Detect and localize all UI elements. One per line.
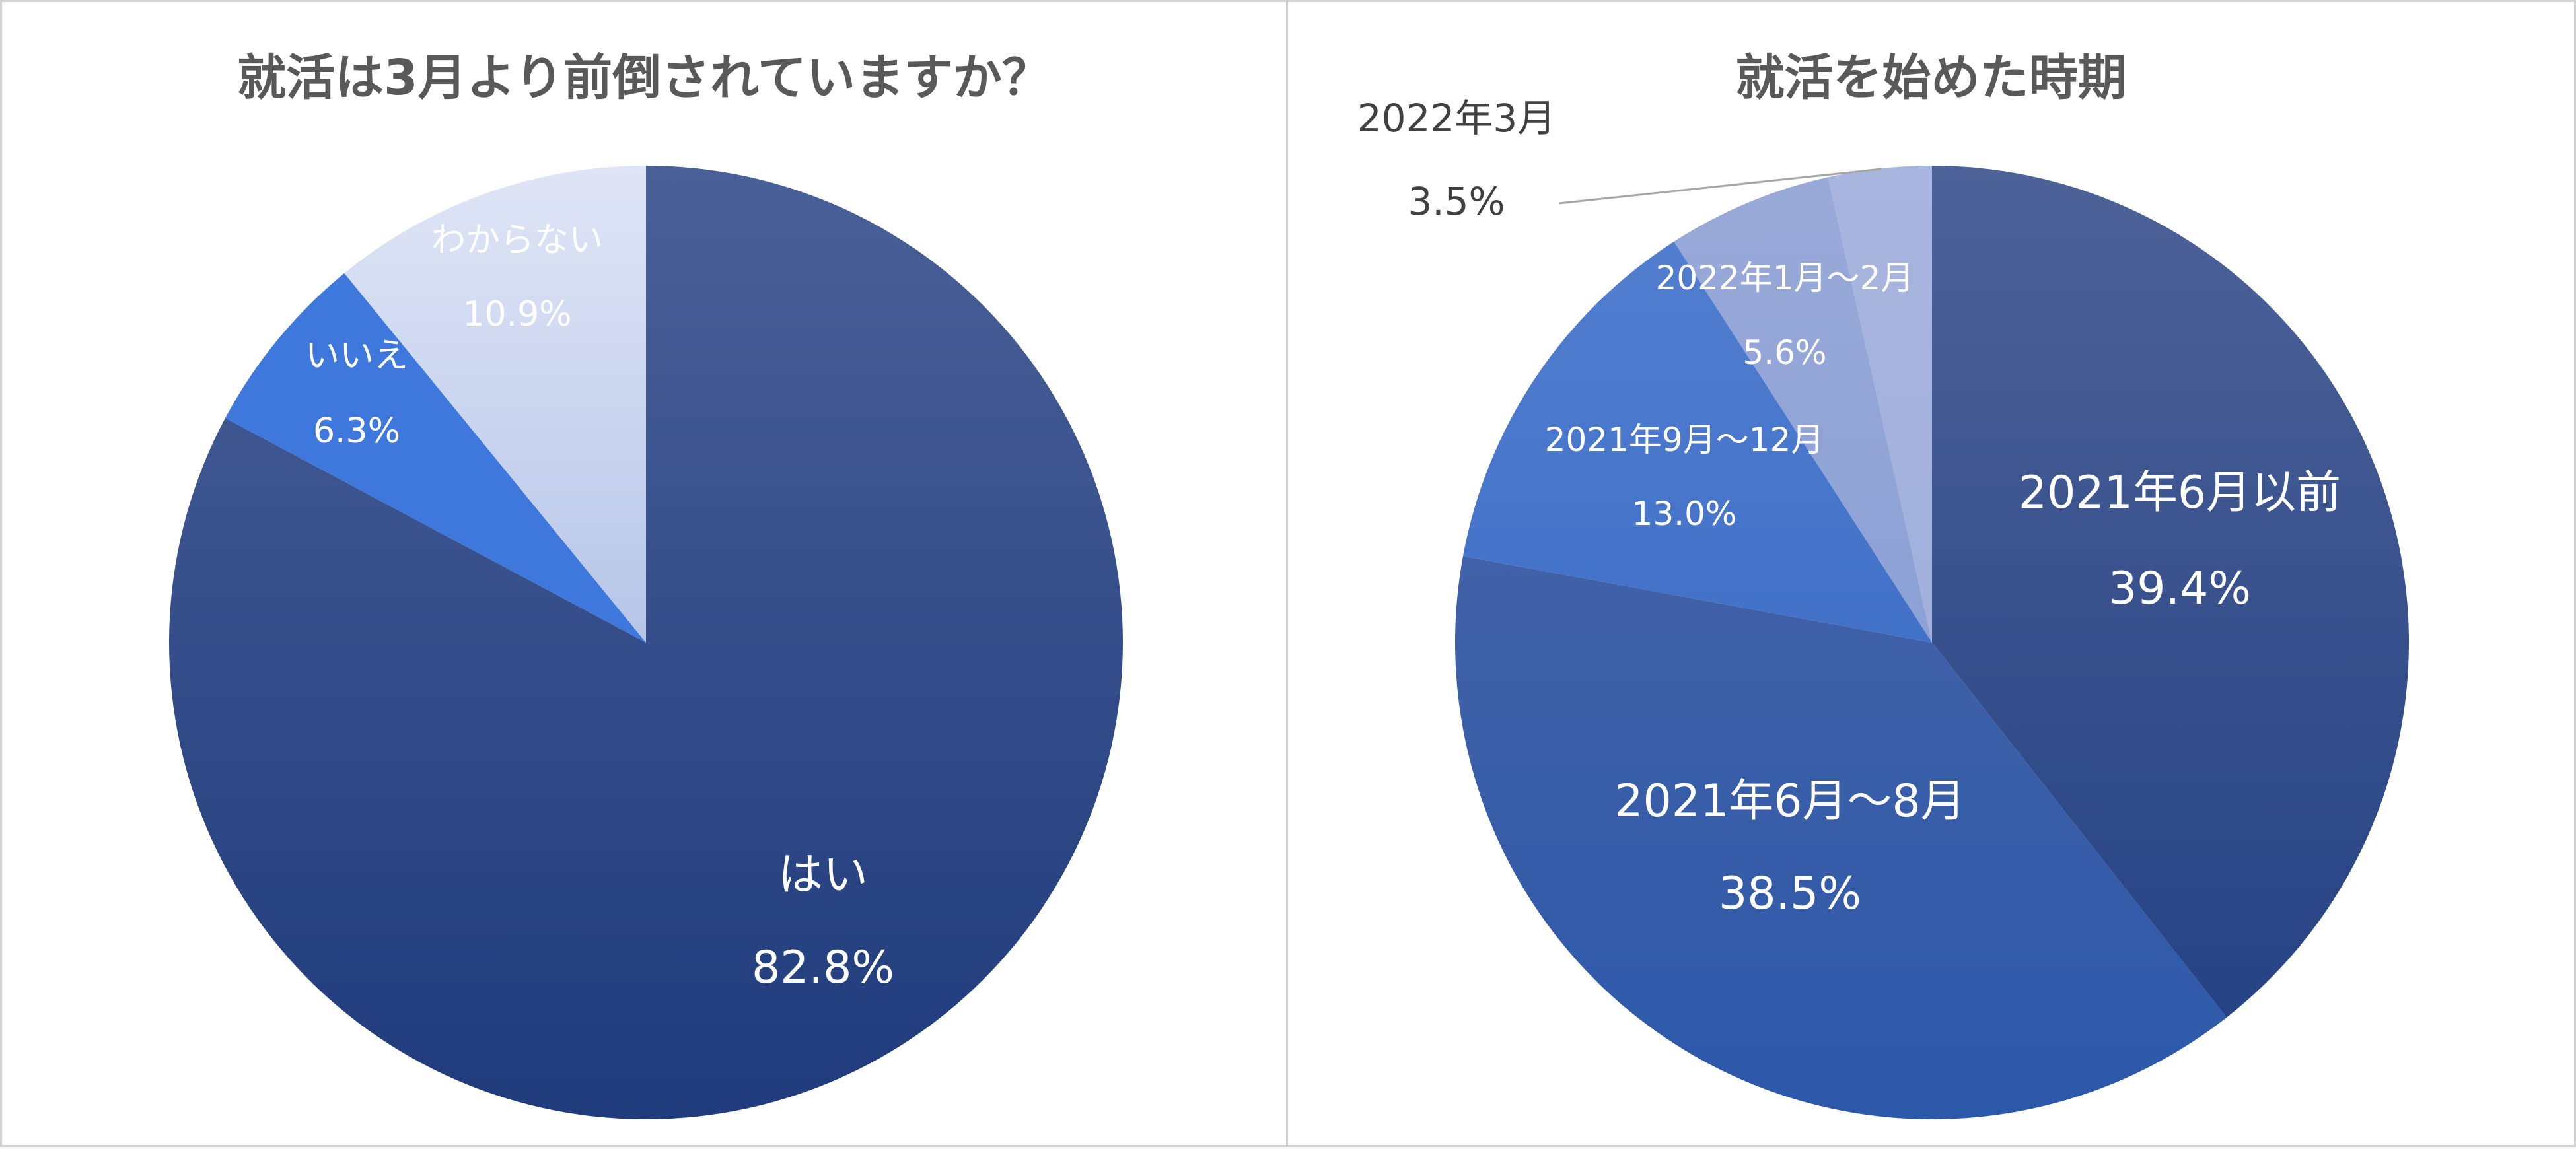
slice-label-0-2: わからない [431, 221, 603, 260]
chart-panel-right: 就活を始めた時期 2021年6月以前 39.4% 2021年6月～8月 38.5% 20… [1288, 0, 2576, 1147]
slice-label-1-3: 2022年1月～2月 [1656, 259, 1914, 297]
pie-slice-0-0 [168, 166, 1123, 1120]
slice-label-0-0: はい [778, 849, 868, 901]
pie-slice-0-2 [344, 166, 646, 643]
pie-slice-0-1 [225, 273, 647, 643]
slice-label-1-0: 2021年6月以前 [2019, 467, 2341, 519]
slice-label-1-4: 2022年3月 [1357, 96, 1556, 141]
pie-slice-1-0 [1932, 166, 2409, 1018]
pie-slice-1-2 [1462, 241, 1932, 643]
slice-value-label-0-2: 10.9% [462, 295, 571, 334]
slice-value-label-1-2: 13.0% [1632, 495, 1737, 533]
chart-title-right: 就活を始めた時期 [1735, 50, 2127, 106]
slice-value-label-1-3: 5.6% [1742, 333, 1826, 372]
pie-chart-left: はい 82.8% いいえ 6.3% わからない 10.9% [168, 166, 1123, 1120]
pie-chart-right: 2021年6月以前 39.4% 2021年6月～8月 38.5% 2021年9月～12月… [1357, 96, 2409, 1119]
slice-value-label-0-1: 6.3% [313, 411, 400, 451]
slice-label-1-1: 2021年6月～8月 [1614, 775, 1966, 827]
slice-label-1-2: 2021年9月～12月 [1545, 421, 1824, 459]
leader-line [1558, 168, 1882, 205]
slice-value-label-1-1: 38.5% [1719, 868, 1861, 920]
pie-slice-1-3 [1674, 177, 1932, 643]
slice-value-label-1-0: 39.4% [2108, 563, 2251, 615]
slice-label-0-1: いいえ [305, 336, 408, 376]
slice-value-label-0-0: 82.8% [752, 942, 894, 994]
chart-panel-left: 就活は3月より前倒されていますか？ はい 82.8% いいえ 6.3% わからない 10.… [0, 0, 1288, 1147]
chart-title-left: 就活は3月より前倒されていますか？ [237, 50, 1051, 106]
pie-slice-1-1 [1455, 556, 2227, 1119]
slice-value-label-1-4: 3.5% [1408, 179, 1505, 224]
pie-slice-1-4 [1828, 166, 1932, 643]
